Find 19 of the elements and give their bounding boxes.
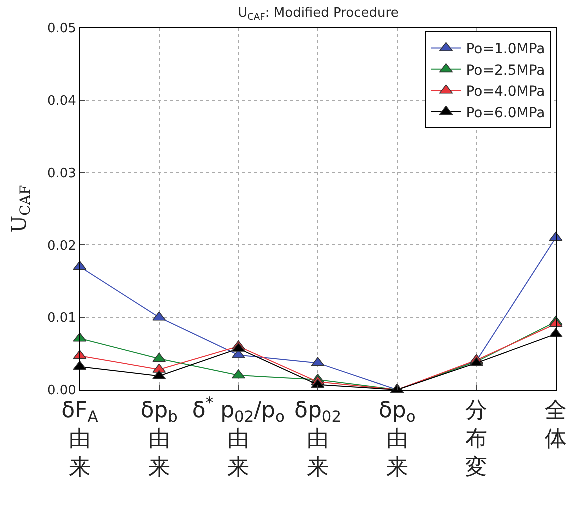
x-tick-label: δp$_{02}$由来 (294, 398, 342, 481)
legend-label: Po=2.5MPa (466, 62, 546, 79)
x-tick-label: δF$_{A}$由来 (62, 398, 99, 481)
y-tick-label: 0.04 (47, 94, 76, 109)
x-tick-label: δp$_{b}$由来 (140, 398, 178, 481)
x-tick-label: 分布変 (466, 398, 488, 481)
chart-title: U$_{CAF}$: Modified Procedure (238, 6, 399, 23)
x-tick-label: 全体 (545, 398, 567, 452)
y-tick-label: 0.01 (47, 311, 76, 326)
category-label: δ$^{*}$ p$_{02}$/p$_{o}$由来 (192, 394, 285, 481)
y-tick-label: 0.05 (47, 22, 76, 37)
y-tick-label: 0.02 (47, 238, 76, 254)
legend-label: Po=6.0MPa (466, 105, 546, 122)
y-tick-label: 0.00 (47, 384, 76, 399)
x-tick-label: δp$_{o}$由来 (378, 398, 416, 481)
legend-label: Po=1.0MPa (466, 42, 546, 58)
legend-label: Po=4.0MPa (466, 84, 546, 100)
y-tick-label: 0.03 (47, 166, 76, 182)
point (152, 352, 166, 362)
